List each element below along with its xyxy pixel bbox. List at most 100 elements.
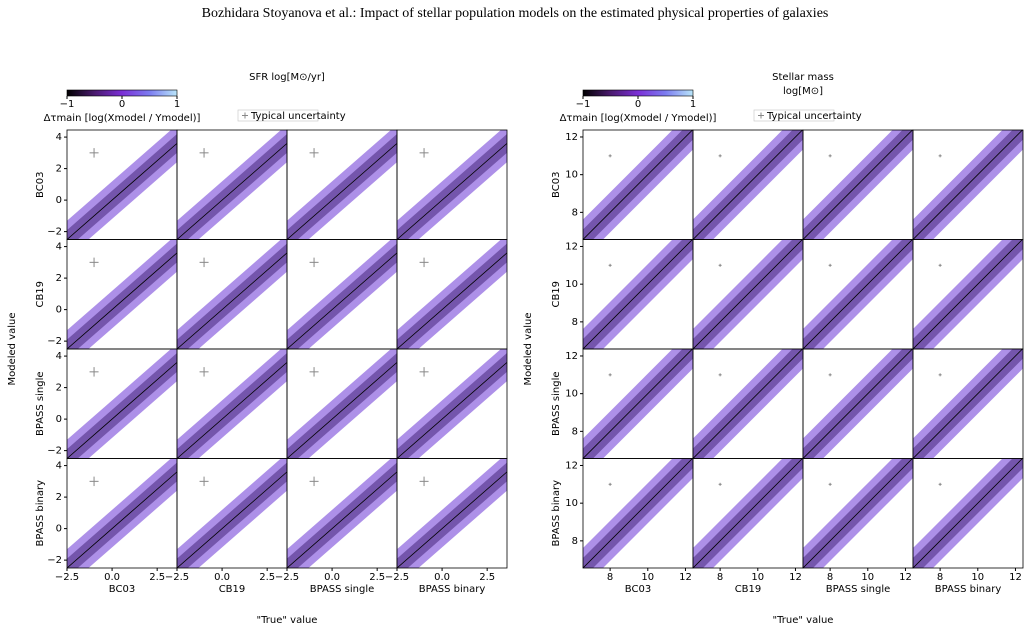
one-to-one-line <box>803 349 913 459</box>
panel <box>583 458 693 568</box>
y-tick-label: 10 <box>565 170 578 181</box>
legend-label: Typical uncertainty <box>250 111 346 122</box>
panel <box>693 349 803 459</box>
x-tick-label: −2.5 <box>275 572 299 583</box>
x-tick-label: 8 <box>937 572 943 583</box>
one-to-one-line <box>803 130 913 240</box>
x-axis-label: "True" value <box>773 615 834 626</box>
panel <box>67 130 177 240</box>
y-tick-label: 0 <box>56 305 62 316</box>
panel <box>693 130 803 240</box>
colorbar-tick-label: 1 <box>690 99 696 110</box>
x-tick-label: 12 <box>679 572 692 583</box>
x-tick-label: 10 <box>971 572 984 583</box>
legend-box <box>237 109 319 122</box>
chart-title: Stellar mass <box>772 72 834 83</box>
point-cloud-core <box>177 462 287 568</box>
x-tick-label: −2.5 <box>165 572 189 583</box>
x-axis-label: "True" value <box>257 615 318 626</box>
one-to-one-line <box>177 252 287 349</box>
y-tick-label: 12 <box>565 132 578 143</box>
colorbar-label: Δτmain [log(Xmodel / Ymodel)] <box>560 113 717 124</box>
y-tick-label: −2 <box>47 555 62 566</box>
x-tick-label: 10 <box>751 572 764 583</box>
colorbar-tick-label: 0 <box>119 99 125 110</box>
panel <box>287 130 397 240</box>
x-tick-label: 2.5 <box>259 572 275 583</box>
row-label: CB19 <box>35 281 46 308</box>
column-label: BC03 <box>625 584 651 595</box>
point-cloud-core <box>397 243 507 349</box>
y-tick-label: −2 <box>47 446 62 457</box>
y-tick-label: 10 <box>565 389 578 400</box>
y-tick-label: 8 <box>572 426 578 437</box>
row-label: BPASS single <box>551 371 562 436</box>
colorbar <box>582 89 694 97</box>
one-to-one-line <box>287 252 397 349</box>
one-to-one-line <box>397 361 507 459</box>
panel <box>803 239 913 349</box>
point-cloud-core <box>287 462 397 568</box>
x-tick-label: 0.0 <box>104 572 120 583</box>
x-tick-label: −2.5 <box>385 572 409 583</box>
one-to-one-line <box>693 349 803 459</box>
panel <box>397 130 507 240</box>
row-label: BC03 <box>35 172 46 198</box>
one-to-one-line <box>397 471 507 568</box>
point-cloud-core <box>67 243 177 349</box>
y-tick-label: 12 <box>565 241 578 252</box>
one-to-one-line <box>583 130 693 240</box>
panel <box>397 239 507 349</box>
row-label: BPASS binary <box>35 480 46 547</box>
y-axis-label: Modeled value <box>523 312 534 385</box>
one-to-one-line <box>67 471 177 568</box>
panel <box>177 130 287 240</box>
y-tick-label: 2 <box>56 273 62 284</box>
row-label: CB19 <box>551 281 562 308</box>
column-label: BPASS binary <box>419 584 486 595</box>
point-cloud-core <box>177 353 287 459</box>
y-tick-label: −2 <box>47 336 62 347</box>
panel <box>803 130 913 240</box>
panel-frame <box>912 458 1024 569</box>
point-cloud-core <box>287 134 397 240</box>
one-to-one-line <box>177 361 287 459</box>
one-to-one-line <box>913 130 1023 240</box>
row-label: BPASS single <box>35 371 46 436</box>
one-to-one-line <box>67 361 177 459</box>
row-label: BPASS binary <box>551 480 562 547</box>
x-tick-label: 2.5 <box>479 572 495 583</box>
one-to-one-line <box>583 239 693 349</box>
y-tick-label: 4 <box>56 351 62 362</box>
panel <box>583 349 693 459</box>
panel <box>397 349 507 459</box>
panel <box>803 349 913 459</box>
panel <box>287 349 397 459</box>
one-to-one-line <box>583 458 693 568</box>
y-axis-label: Modeled value <box>7 312 18 385</box>
y-tick-label: 4 <box>56 132 62 143</box>
x-tick-label: 0.0 <box>214 572 230 583</box>
point-cloud-core <box>287 353 397 459</box>
panel <box>67 458 177 568</box>
row-label: BC03 <box>551 172 562 198</box>
panel <box>177 239 287 349</box>
one-to-one-line <box>913 239 1023 349</box>
panel <box>913 458 1023 568</box>
legend-marker <box>242 112 248 119</box>
panel <box>177 349 287 459</box>
colorbar-tick-label: −1 <box>60 99 75 110</box>
point-cloud-core <box>397 134 507 240</box>
legend-label: Typical uncertainty <box>766 111 862 122</box>
colorbar-tick-label: 1 <box>174 99 180 110</box>
one-to-one-line <box>913 349 1023 459</box>
legend-box <box>753 109 835 122</box>
one-to-one-line <box>287 142 397 240</box>
column-label: BPASS binary <box>935 584 1002 595</box>
x-tick-label: 10 <box>641 572 654 583</box>
panel <box>583 130 693 240</box>
point-cloud-core <box>67 134 177 240</box>
x-tick-label: 8 <box>827 572 833 583</box>
one-to-one-line <box>397 252 507 349</box>
column-label: BPASS single <box>310 584 375 595</box>
